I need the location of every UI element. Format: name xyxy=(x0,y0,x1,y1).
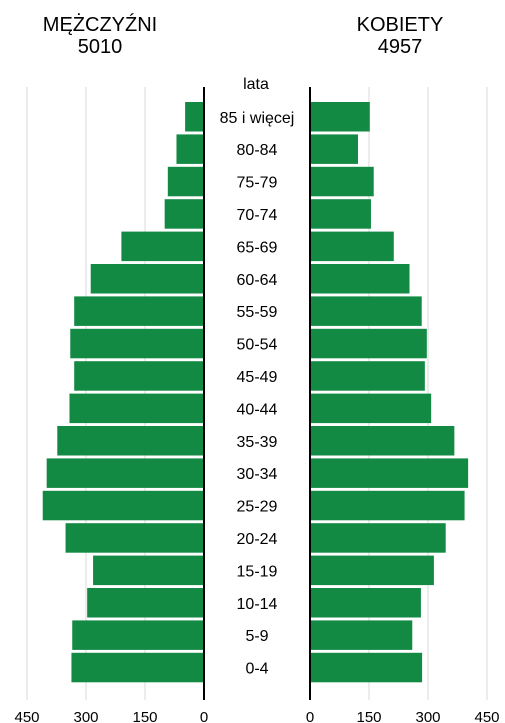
males-header: MĘŻCZYŹNI 5010 xyxy=(10,14,190,58)
females-title: KOBIETY xyxy=(356,14,444,36)
x-tick-label-right: 0 xyxy=(306,709,314,723)
male-bar xyxy=(87,588,204,618)
male-bar xyxy=(42,490,204,521)
x-tick-label-left: 450 xyxy=(14,709,39,723)
female-bar xyxy=(310,296,422,326)
male-bar xyxy=(176,134,204,164)
age-group-label: 15-19 xyxy=(237,563,278,580)
female-bar xyxy=(310,199,371,229)
x-tick-label-left: 300 xyxy=(73,709,98,723)
female-bar xyxy=(310,231,394,262)
males-title: MĘŻCZYŹNI xyxy=(42,14,158,36)
x-tick-label-right: 300 xyxy=(415,709,440,723)
female-bar xyxy=(310,102,370,132)
female-bar xyxy=(310,264,410,294)
female-bar xyxy=(310,393,432,424)
age-labels: 85 i więcej 80-84 75-79 70-74 65-69 60-64 55-5… xyxy=(220,110,295,678)
male-bar xyxy=(93,555,204,586)
age-group-label: 60-64 xyxy=(237,272,278,289)
male-bar xyxy=(57,426,204,456)
females-header: KOBIETY 4957 xyxy=(310,14,490,58)
age-group-label: 45-49 xyxy=(237,369,278,386)
males-total: 5010 xyxy=(77,36,123,58)
male-bar xyxy=(69,393,204,424)
female-bar xyxy=(310,620,413,650)
age-group-label: 50-54 xyxy=(237,337,278,354)
female-bar xyxy=(310,328,427,359)
female-bar xyxy=(310,523,446,553)
female-bar xyxy=(310,490,465,521)
age-group-label: 70-74 xyxy=(237,207,278,224)
age-group-label: 80-84 xyxy=(237,142,278,159)
females-total: 4957 xyxy=(377,36,423,58)
age-axis-label: lata xyxy=(243,76,269,93)
male-bar xyxy=(74,296,204,326)
age-group-label: 35-39 xyxy=(237,434,278,451)
age-group-label: 75-79 xyxy=(237,175,278,192)
male-bar xyxy=(72,620,204,650)
age-group-label: 40-44 xyxy=(237,401,278,418)
female-bar xyxy=(310,458,469,488)
female-bar xyxy=(310,166,374,197)
age-group-label: 55-59 xyxy=(237,304,278,321)
x-tick-label-right: 450 xyxy=(474,709,499,723)
male-bar xyxy=(65,523,205,553)
age-group-label: 65-69 xyxy=(237,239,278,256)
age-group-label: 5-9 xyxy=(245,628,268,645)
male-bar xyxy=(167,166,204,197)
age-group-label: 30-34 xyxy=(237,466,278,483)
male-bar xyxy=(46,458,204,488)
male-bar xyxy=(70,328,205,359)
x-tick-label-left: 0 xyxy=(200,709,208,723)
x-tick-label-left: 150 xyxy=(132,709,157,723)
male-bar xyxy=(121,231,204,262)
female-bar xyxy=(310,652,423,683)
female-bar xyxy=(310,426,455,456)
male-bar xyxy=(74,361,204,391)
age-group-label: 10-14 xyxy=(237,596,278,613)
male-bar xyxy=(90,264,204,294)
male-bar xyxy=(164,199,204,229)
axes xyxy=(203,87,311,700)
age-group-label: 25-29 xyxy=(237,499,278,516)
age-group-label: 20-24 xyxy=(237,531,278,548)
tick-labels: 450 300 150 0 0 150 300 450 xyxy=(14,709,499,723)
male-bar xyxy=(185,102,204,132)
female-bar xyxy=(310,361,425,391)
age-group-label: 0-4 xyxy=(245,661,268,678)
age-group-label: 85 i więcej xyxy=(220,110,295,127)
bars xyxy=(42,102,469,683)
female-bar xyxy=(310,555,434,586)
female-bar xyxy=(310,134,358,164)
x-tick-label-right: 150 xyxy=(356,709,381,723)
female-bar xyxy=(310,588,421,618)
male-bar xyxy=(71,652,205,683)
